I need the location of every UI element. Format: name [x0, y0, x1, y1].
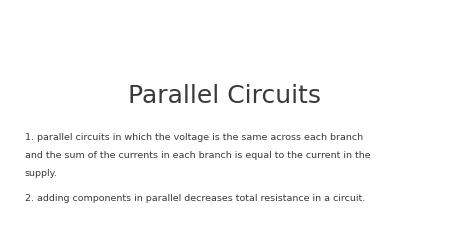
Text: and the sum of the currents in each branch is equal to the current in the: and the sum of the currents in each bran… — [25, 150, 370, 160]
Text: 2. adding components in parallel decreases total resistance in a circuit.: 2. adding components in parallel decreas… — [25, 193, 365, 202]
Text: Parallel Circuits: Parallel Circuits — [129, 84, 321, 108]
Text: supply.: supply. — [25, 169, 58, 178]
Text: 1. parallel circuits in which the voltage is the same across each branch: 1. parallel circuits in which the voltag… — [25, 132, 363, 141]
